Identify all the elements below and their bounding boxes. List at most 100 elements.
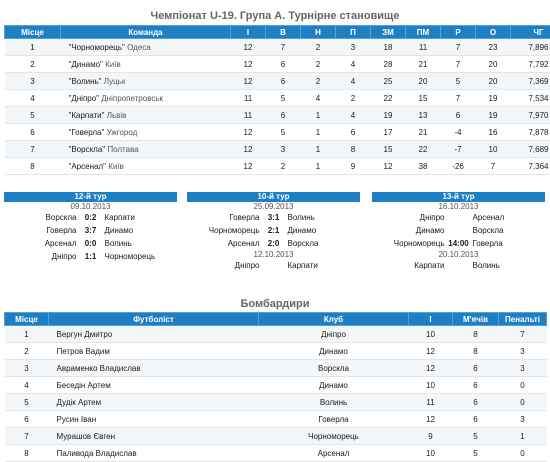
scorer-cell-goals: 8 bbox=[453, 326, 499, 343]
standings-cell-ga: 13 bbox=[406, 107, 441, 124]
home-team[interactable]: Карпати bbox=[414, 259, 444, 272]
home-team[interactable]: Чорноморець bbox=[394, 237, 445, 250]
scorer-cell-club[interactable]: Динамо bbox=[259, 343, 409, 360]
team-name[interactable]: "Ворскла" bbox=[69, 145, 106, 154]
home-team[interactable]: Арсенал bbox=[228, 237, 260, 250]
home-team[interactable]: Дніпро bbox=[235, 259, 260, 272]
home-team[interactable]: Дніпро bbox=[420, 211, 445, 224]
standings-cell-games: 12 bbox=[231, 124, 266, 141]
standings-column-header: Команда bbox=[61, 26, 231, 39]
away-team[interactable]: Ворскла bbox=[288, 237, 319, 250]
scorer-cell-player[interactable]: Паливода Владислав bbox=[49, 445, 259, 462]
away-team[interactable]: Ворскла bbox=[473, 224, 504, 237]
scorers-column-header: Пенальті bbox=[499, 313, 547, 326]
standings-cell-place: 7 bbox=[5, 141, 61, 158]
scorer-cell-games: 12 bbox=[409, 360, 453, 377]
away-team[interactable]: Динамо bbox=[288, 224, 317, 237]
scorer-cell-club[interactable]: Волинь bbox=[259, 394, 409, 411]
standings-cell-diff: 7 bbox=[441, 90, 476, 107]
away-team[interactable]: Арсенал bbox=[473, 211, 505, 224]
scorer-cell-player[interactable]: Вергун Дмитро bbox=[49, 326, 259, 343]
standings-cell-wins: 6 bbox=[266, 56, 301, 73]
team-name[interactable]: "Карпати" bbox=[69, 111, 105, 120]
away-team[interactable]: Динамо bbox=[105, 224, 134, 237]
scorer-cell-club[interactable]: Арсенал bbox=[259, 445, 409, 462]
team-cell: "Динамо" Київ bbox=[61, 56, 231, 73]
standings-cell-points: 23 bbox=[476, 39, 511, 56]
team-cell: "Ворскла" Полтава bbox=[61, 141, 231, 158]
scorer-cell-club[interactable]: Говерла bbox=[259, 411, 409, 428]
team-cell: "Волинь" Луцьк bbox=[61, 73, 231, 90]
home-team[interactable]: Говерла bbox=[46, 224, 76, 237]
team-name[interactable]: "Арсенал" bbox=[69, 162, 106, 171]
home-team[interactable]: Чорноморець bbox=[209, 224, 260, 237]
scorer-cell-club[interactable]: Динамо bbox=[259, 377, 409, 394]
scorer-cell-goals: 5 bbox=[453, 445, 499, 462]
scorer-cell-club[interactable]: Ворскла bbox=[259, 360, 409, 377]
team-name[interactable]: "Дніпро" bbox=[69, 94, 100, 103]
standings-column-header: В bbox=[266, 26, 301, 39]
scorers-column-header: Клуб bbox=[259, 313, 409, 326]
scorer-cell-player[interactable]: Мурашов Євген bbox=[49, 428, 259, 445]
home-team[interactable]: Динамо bbox=[416, 224, 445, 237]
standings-cell-place: 5 bbox=[5, 107, 61, 124]
match-row: Динамо Ворскла bbox=[372, 224, 545, 237]
scorer-cell-player[interactable]: Беседін Артем bbox=[49, 377, 259, 394]
scorer-cell-player[interactable]: Дудік Артем bbox=[49, 394, 259, 411]
standings-cell-diff: 6 bbox=[441, 107, 476, 124]
away-team[interactable]: Говерла bbox=[473, 237, 503, 250]
scorer-cell-place: 2 bbox=[5, 343, 49, 360]
standings-column-header: О bbox=[476, 26, 511, 39]
standings-cell-draws: 1 bbox=[301, 124, 336, 141]
scorer-cell-player[interactable]: Русин Іван bbox=[49, 411, 259, 428]
team-name[interactable]: "Чорноморець" bbox=[69, 43, 125, 52]
standings-cell-points: 20 bbox=[476, 56, 511, 73]
standings-cell-place: 6 bbox=[5, 124, 61, 141]
standings-cell-gf: 28 bbox=[371, 56, 406, 73]
team-cell: "Чорноморець" Одеса bbox=[61, 39, 231, 56]
standings-cell-gf: 19 bbox=[371, 107, 406, 124]
away-team[interactable]: Волинь bbox=[288, 211, 315, 224]
scorer-cell-player[interactable]: Петров Вадим bbox=[49, 343, 259, 360]
match-date: 20.10.2013 bbox=[372, 250, 545, 259]
scorer-cell-place: 6 bbox=[5, 411, 49, 428]
scorer-cell-place: 4 bbox=[5, 377, 49, 394]
scorer-cell-place: 5 bbox=[5, 394, 49, 411]
home-team[interactable]: Говерла bbox=[229, 211, 259, 224]
team-name[interactable]: "Динамо" bbox=[69, 60, 103, 69]
standings-column-header: П bbox=[336, 26, 371, 39]
team-name[interactable]: "Волинь" bbox=[69, 77, 102, 86]
standings-column-header: ЧГ bbox=[511, 26, 550, 39]
team-cell: "Дніпро" Дніпропетровськ bbox=[61, 90, 231, 107]
home-team[interactable]: Арсенал bbox=[45, 237, 77, 250]
team-cell: "Говерла" Ужгород bbox=[61, 124, 231, 141]
standings-cell-losses: 9 bbox=[336, 158, 371, 175]
standings-cell-diff: 5 bbox=[441, 73, 476, 90]
scorers-column-header: Місце bbox=[5, 313, 49, 326]
standings-cell-losses: 4 bbox=[336, 107, 371, 124]
standings-cell-wins: 5 bbox=[266, 90, 301, 107]
scorer-cell-club[interactable]: Чорноморець bbox=[259, 428, 409, 445]
team-city: Луцьк bbox=[104, 77, 126, 86]
away-team[interactable]: Волинь bbox=[105, 237, 132, 250]
standings-cell-wins: 7 bbox=[266, 39, 301, 56]
team-city: Полтава bbox=[107, 145, 138, 154]
scorer-cell-games: 12 bbox=[409, 343, 453, 360]
team-name[interactable]: "Говерла" bbox=[69, 128, 105, 137]
away-team[interactable]: Карпати bbox=[105, 211, 135, 224]
away-team[interactable]: Чорноморець bbox=[105, 250, 156, 263]
home-team[interactable]: Дніпро bbox=[52, 250, 77, 263]
standings-cell-points: 19 bbox=[476, 107, 511, 124]
standings-cell-fp: 7,534 bbox=[511, 90, 550, 107]
away-team[interactable]: Волинь bbox=[473, 259, 500, 272]
scorer-cell-club[interactable]: Дніпро bbox=[259, 326, 409, 343]
away-team[interactable]: Карпати bbox=[288, 259, 318, 272]
standings-cell-ga: 20 bbox=[406, 73, 441, 90]
home-team[interactable]: Ворскла bbox=[46, 211, 77, 224]
scorer-cell-player[interactable]: Авраменко Владислав bbox=[49, 360, 259, 377]
